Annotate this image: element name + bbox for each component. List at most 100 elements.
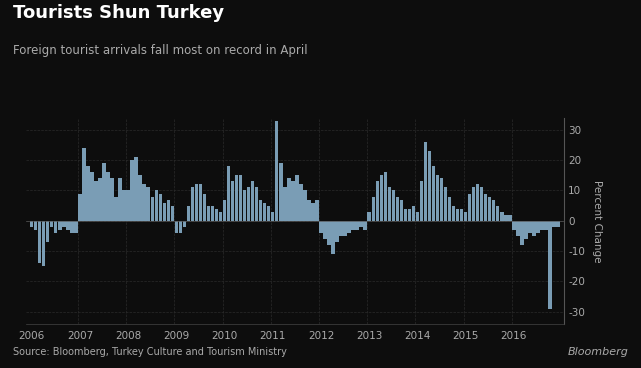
Bar [78,194,81,221]
Bar [38,221,42,263]
Bar [307,199,311,221]
Bar [34,221,37,230]
Bar [66,221,69,230]
Bar [553,221,556,227]
Bar [86,166,90,221]
Bar [420,181,423,221]
Bar [275,121,278,221]
Bar [103,163,106,221]
Bar [504,215,508,221]
Bar [468,194,471,221]
Bar [540,221,544,230]
Bar [532,221,536,236]
Bar [351,221,355,230]
Bar [444,187,447,221]
Bar [372,197,375,221]
Bar [119,178,122,221]
Bar [412,206,415,221]
Bar [50,221,53,227]
Bar [331,221,335,254]
Bar [315,199,319,221]
Bar [58,221,62,230]
Bar [110,178,113,221]
Bar [231,181,235,221]
Bar [528,221,531,233]
Bar [344,221,347,236]
Bar [287,178,290,221]
Bar [464,212,467,221]
Bar [94,181,97,221]
Bar [492,199,495,221]
Bar [548,221,552,309]
Bar [239,175,242,221]
Bar [271,212,274,221]
Bar [392,191,395,221]
Bar [339,221,343,236]
Bar [363,221,367,230]
Bar [235,175,238,221]
Bar [512,221,515,230]
Bar [424,142,427,221]
Bar [98,178,102,221]
Bar [376,181,379,221]
Bar [544,221,547,230]
Text: Tourists Shun Turkey: Tourists Shun Turkey [13,4,224,22]
Bar [211,206,214,221]
Bar [122,191,126,221]
Bar [335,221,338,242]
Bar [247,187,251,221]
Bar [54,221,58,233]
Bar [432,166,435,221]
Bar [203,194,206,221]
Bar [106,172,110,221]
Bar [360,221,363,227]
Bar [163,203,166,221]
Bar [416,212,419,221]
Bar [472,187,476,221]
Bar [74,221,78,233]
Bar [500,212,504,221]
Bar [199,184,202,221]
Bar [190,187,194,221]
Bar [428,151,431,221]
Bar [183,221,186,227]
Bar [259,199,262,221]
Bar [516,221,520,236]
Bar [408,209,411,221]
Bar [356,221,359,230]
Bar [323,221,327,239]
Bar [62,221,65,227]
Bar [508,215,512,221]
Bar [537,221,540,233]
Bar [556,221,560,227]
Bar [171,206,174,221]
Bar [291,181,295,221]
Bar [30,221,33,227]
Text: Source: Bloomberg, Turkey Culture and Tourism Ministry: Source: Bloomberg, Turkey Culture and To… [13,347,287,357]
Bar [448,197,451,221]
Bar [480,187,483,221]
Bar [219,212,222,221]
Bar [90,172,94,221]
Bar [367,212,371,221]
Bar [388,187,391,221]
Bar [395,197,399,221]
Bar [154,191,158,221]
Bar [476,184,479,221]
Bar [70,221,74,233]
Bar [319,221,322,233]
Bar [179,221,182,233]
Bar [279,163,283,221]
Bar [496,206,499,221]
Bar [303,191,306,221]
Bar [126,191,130,221]
Bar [215,209,218,221]
Y-axis label: Percent Change: Percent Change [592,180,602,262]
Bar [142,184,146,221]
Bar [283,187,287,221]
Bar [255,187,258,221]
Bar [130,160,134,221]
Bar [114,197,118,221]
Bar [158,194,162,221]
Bar [82,148,86,221]
